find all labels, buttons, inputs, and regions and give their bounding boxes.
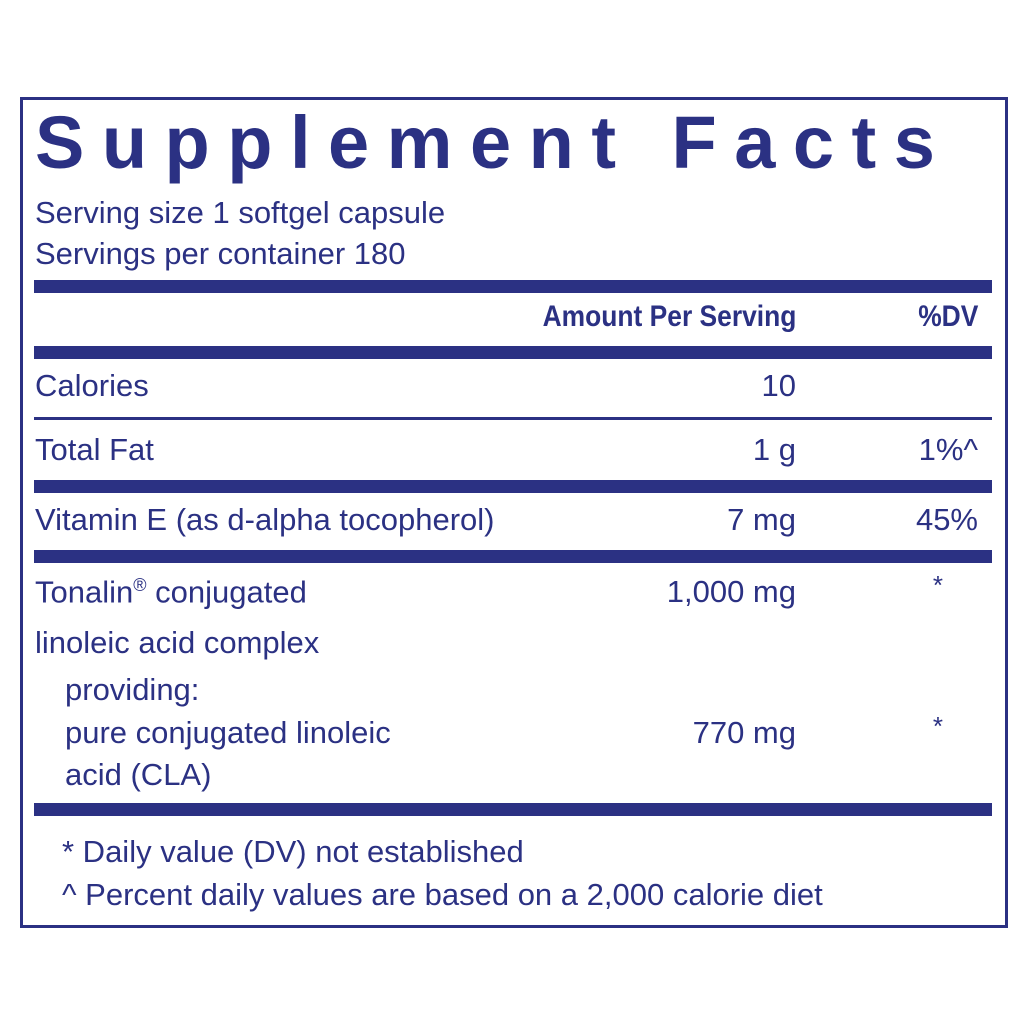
- nutrient-dv: 1%^: [918, 432, 978, 467]
- nutrient-name: Total Fat: [35, 432, 154, 467]
- nutrient-name: Vitamin E (as d-alpha tocopherol): [35, 502, 495, 537]
- registered-mark: ®: [133, 575, 147, 595]
- divider: [34, 417, 992, 420]
- servings-per-container: Servings per container 180: [35, 236, 406, 271]
- nutrient-name: Tonalin® conjugated: [35, 576, 307, 607]
- divider: [34, 346, 992, 359]
- nutrient-amount: 7 mg: [727, 502, 796, 537]
- divider: [34, 550, 992, 563]
- nutrient-name: providing:: [65, 672, 200, 707]
- nutrient-amount: 10: [761, 368, 796, 403]
- footnote: ^ Percent daily values are based on a 2,…: [62, 877, 823, 912]
- nutrient-name-line2: pure conjugated linoleic: [65, 715, 391, 750]
- footnote: * Daily value (DV) not established: [62, 834, 524, 869]
- divider: [34, 280, 992, 293]
- nutrient-name-line3: acid (CLA): [65, 757, 212, 792]
- name-part: Tonalin: [35, 574, 134, 610]
- supplement-facts-panel: [20, 97, 1008, 928]
- divider: [34, 480, 992, 493]
- nutrient-name-line2: linoleic acid complex: [35, 625, 320, 660]
- nutrient-dv: 45%: [915, 502, 978, 537]
- nutrient-dv: *: [932, 570, 943, 600]
- name-part: conjugated: [146, 574, 307, 610]
- divider: [34, 803, 992, 816]
- nutrient-name: Calories: [35, 368, 149, 403]
- nutrient-amount: 770 mg: [692, 715, 796, 750]
- header-amount: Amount Per Serving: [542, 300, 796, 333]
- panel-title: Supplement Facts: [35, 101, 953, 184]
- serving-size: Serving size 1 softgel capsule: [35, 195, 446, 230]
- nutrient-amount: 1,000 mg: [666, 574, 796, 609]
- nutrient-amount: 1 g: [752, 432, 796, 467]
- header-dv: %DV: [917, 300, 978, 333]
- nutrient-dv: *: [932, 711, 943, 741]
